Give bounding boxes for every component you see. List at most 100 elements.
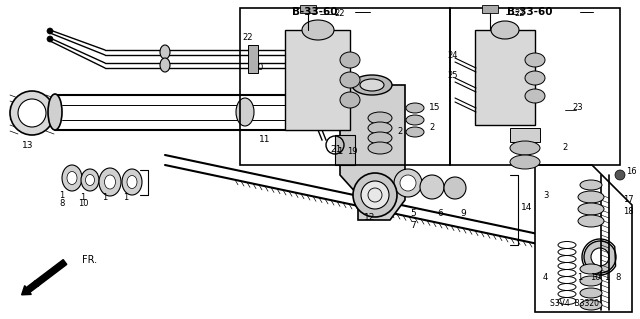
Ellipse shape [99, 168, 121, 196]
Ellipse shape [302, 20, 334, 40]
Ellipse shape [340, 92, 360, 108]
Ellipse shape [580, 276, 602, 286]
Bar [300, 5, 316, 13]
Circle shape [591, 248, 609, 266]
Ellipse shape [127, 175, 137, 189]
Text: 12: 12 [364, 213, 376, 222]
Ellipse shape [340, 52, 360, 68]
Ellipse shape [406, 115, 424, 125]
Ellipse shape [491, 21, 519, 39]
Ellipse shape [81, 169, 99, 191]
Text: 1: 1 [102, 192, 108, 202]
Text: 7: 7 [410, 220, 416, 229]
Text: B-33-60: B-33-60 [508, 7, 553, 17]
Ellipse shape [580, 300, 602, 310]
Bar [475, 30, 535, 125]
Circle shape [361, 181, 389, 209]
Text: FR.: FR. [82, 255, 97, 265]
Ellipse shape [160, 45, 170, 59]
Text: 15: 15 [429, 103, 441, 113]
Ellipse shape [236, 98, 254, 126]
Circle shape [615, 170, 625, 180]
Text: 20: 20 [252, 63, 264, 72]
Circle shape [47, 28, 53, 34]
Bar [240, 8, 450, 165]
Ellipse shape [510, 141, 540, 155]
Ellipse shape [48, 94, 62, 130]
Text: 5: 5 [410, 209, 416, 218]
Circle shape [18, 99, 46, 127]
FancyArrow shape [22, 260, 67, 295]
Circle shape [584, 241, 616, 273]
Ellipse shape [368, 142, 392, 154]
Text: 8: 8 [615, 273, 621, 283]
Text: 16: 16 [626, 167, 637, 176]
Polygon shape [340, 85, 405, 220]
Text: B-33-60: B-33-60 [292, 7, 338, 17]
Text: 17: 17 [623, 196, 634, 204]
Text: 19: 19 [347, 147, 357, 157]
Ellipse shape [510, 155, 540, 169]
Circle shape [400, 175, 416, 191]
Circle shape [420, 175, 444, 199]
Text: 11: 11 [259, 136, 271, 145]
Text: 9: 9 [460, 209, 466, 218]
Text: 22: 22 [243, 33, 253, 42]
Text: 21: 21 [330, 145, 342, 154]
Circle shape [394, 169, 422, 197]
Text: 8: 8 [60, 199, 65, 209]
Text: 4: 4 [543, 273, 548, 283]
Text: 24: 24 [448, 50, 458, 60]
Text: 10: 10 [77, 199, 88, 209]
Text: 6: 6 [437, 209, 443, 218]
Circle shape [444, 177, 466, 199]
Ellipse shape [580, 264, 602, 274]
Ellipse shape [62, 165, 82, 191]
Bar [450, 8, 620, 165]
Ellipse shape [340, 72, 360, 88]
Ellipse shape [360, 79, 384, 91]
Text: 2: 2 [429, 123, 435, 132]
Text: 13: 13 [22, 140, 34, 150]
Ellipse shape [352, 75, 392, 95]
Bar [248, 45, 258, 73]
Text: 2: 2 [397, 128, 403, 137]
Ellipse shape [368, 112, 392, 124]
Text: 25: 25 [448, 70, 458, 79]
Ellipse shape [525, 89, 545, 103]
Text: 22: 22 [515, 10, 525, 19]
Circle shape [47, 36, 53, 42]
Text: 2: 2 [563, 144, 568, 152]
Text: 1: 1 [337, 147, 342, 157]
Text: 3: 3 [543, 191, 548, 201]
Bar [510, 128, 540, 142]
Text: 1: 1 [604, 273, 610, 283]
Ellipse shape [525, 71, 545, 85]
Text: 1: 1 [60, 191, 65, 201]
Text: 10: 10 [589, 273, 600, 283]
Text: 18: 18 [623, 207, 634, 217]
Text: 23: 23 [573, 103, 583, 113]
Ellipse shape [122, 169, 142, 195]
Ellipse shape [67, 172, 77, 184]
Ellipse shape [580, 288, 602, 298]
Polygon shape [335, 135, 355, 165]
Ellipse shape [578, 203, 604, 215]
Ellipse shape [86, 174, 95, 186]
Ellipse shape [160, 58, 170, 72]
Ellipse shape [104, 175, 115, 189]
Text: 14: 14 [522, 204, 532, 212]
Ellipse shape [525, 53, 545, 67]
Text: 1: 1 [124, 192, 129, 202]
Ellipse shape [368, 132, 392, 144]
Ellipse shape [368, 122, 392, 134]
Ellipse shape [580, 180, 602, 190]
Ellipse shape [406, 127, 424, 137]
Text: 1: 1 [577, 272, 582, 281]
Circle shape [353, 173, 397, 217]
Text: 22: 22 [335, 10, 345, 19]
Ellipse shape [406, 103, 424, 113]
Circle shape [10, 91, 54, 135]
Ellipse shape [578, 215, 604, 227]
Bar [285, 30, 350, 130]
